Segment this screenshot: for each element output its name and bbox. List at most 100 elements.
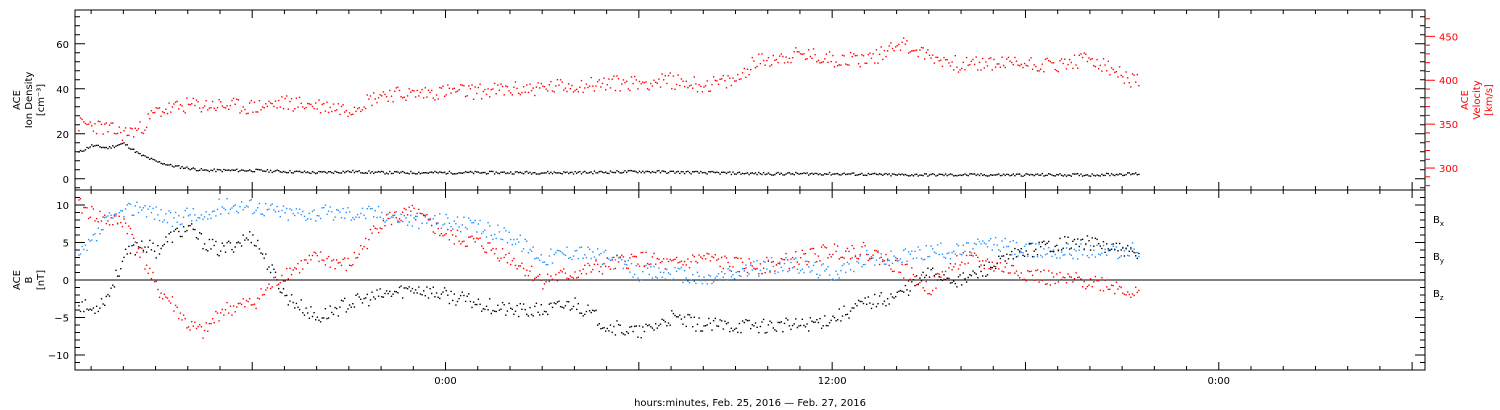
bz-point — [1078, 276, 1080, 278]
bz-point — [497, 257, 499, 259]
bx-point — [1051, 250, 1053, 253]
by-point — [495, 237, 497, 240]
bz-point — [326, 257, 328, 260]
velocity-point — [381, 95, 383, 97]
density-point — [588, 171, 591, 174]
by-point — [136, 201, 138, 203]
bz-point — [972, 255, 974, 257]
bx-point — [885, 305, 887, 307]
by-point — [579, 246, 581, 249]
bx-point — [622, 333, 625, 335]
by-point — [128, 202, 130, 205]
bx-point — [186, 229, 188, 232]
velocity-point — [176, 100, 178, 103]
bz-point — [373, 225, 375, 227]
bz-point — [1064, 277, 1066, 279]
bz-point — [601, 273, 604, 275]
velocity-point — [1114, 71, 1116, 74]
by-point — [124, 208, 127, 210]
bz-point — [609, 268, 612, 270]
bx-point — [766, 331, 768, 334]
bx-point — [944, 279, 947, 281]
bx-point — [261, 253, 264, 255]
density-point — [1009, 175, 1011, 177]
velocity-point — [331, 110, 333, 113]
bz-point — [142, 251, 145, 253]
velocity-point — [824, 58, 826, 60]
bz-point — [796, 261, 799, 263]
bz-point — [1112, 284, 1114, 287]
bx-point — [321, 317, 323, 319]
bx-point — [692, 326, 694, 328]
bz-point — [663, 258, 665, 260]
velocity-point — [722, 74, 724, 77]
bx-point — [339, 306, 341, 308]
bx-point — [1020, 248, 1022, 250]
density-point — [110, 147, 112, 149]
by-point — [199, 217, 201, 219]
bz-point — [406, 214, 409, 216]
by-point — [772, 265, 774, 268]
bz-point — [714, 254, 716, 256]
bz-point — [445, 233, 447, 235]
by-point — [1065, 247, 1068, 249]
density-point — [814, 172, 816, 175]
bx-point — [279, 291, 281, 293]
by-point — [624, 263, 626, 265]
by-point — [1093, 249, 1095, 251]
by-point — [87, 238, 90, 241]
by-point — [904, 248, 907, 250]
velocity-point — [315, 102, 317, 104]
by-point — [527, 252, 530, 254]
density-point — [120, 143, 122, 145]
bz-point — [948, 267, 950, 269]
bz-point — [616, 255, 618, 257]
density-point — [213, 168, 215, 170]
bz-point — [472, 238, 475, 240]
by-point — [553, 253, 555, 256]
velocity-point — [861, 54, 863, 56]
velocity-point — [1062, 62, 1064, 65]
density-point — [157, 161, 159, 163]
by-point — [1101, 252, 1103, 254]
bz-point — [518, 265, 520, 267]
velocity-point — [263, 107, 265, 109]
velocity-point — [1101, 70, 1103, 72]
bz-point — [84, 206, 87, 209]
density-point — [466, 171, 468, 174]
bz-point — [569, 275, 571, 277]
bz-point — [761, 272, 763, 275]
bz-point — [832, 253, 834, 256]
density-point — [895, 174, 897, 176]
velocity-point — [326, 101, 328, 103]
velocity-point — [1088, 57, 1090, 59]
bx-point — [982, 275, 984, 277]
density-point — [487, 172, 489, 175]
density-point — [311, 170, 314, 173]
bx-point — [669, 324, 671, 326]
velocity-point — [975, 56, 977, 58]
by-point — [828, 274, 831, 276]
bx-point — [733, 328, 736, 331]
velocity-point — [1038, 70, 1040, 72]
by-point — [1089, 245, 1092, 247]
bz-point — [788, 267, 791, 270]
velocity-point — [358, 107, 360, 109]
velocity-point — [124, 127, 127, 129]
velocity-point — [1073, 54, 1076, 56]
bx-point — [688, 314, 691, 316]
bz-point — [365, 237, 367, 240]
bz-point — [385, 214, 388, 216]
density-point — [893, 173, 895, 175]
bx-point — [748, 319, 750, 322]
bx-point — [263, 257, 265, 259]
by-point — [116, 223, 119, 225]
bx-point — [282, 288, 285, 290]
bx-point — [120, 268, 122, 270]
velocity-point — [257, 111, 259, 113]
by-point — [880, 253, 882, 255]
bx-point — [1120, 249, 1122, 251]
bz-point — [521, 262, 523, 264]
density-point — [764, 173, 766, 176]
velocity-point — [126, 134, 128, 137]
